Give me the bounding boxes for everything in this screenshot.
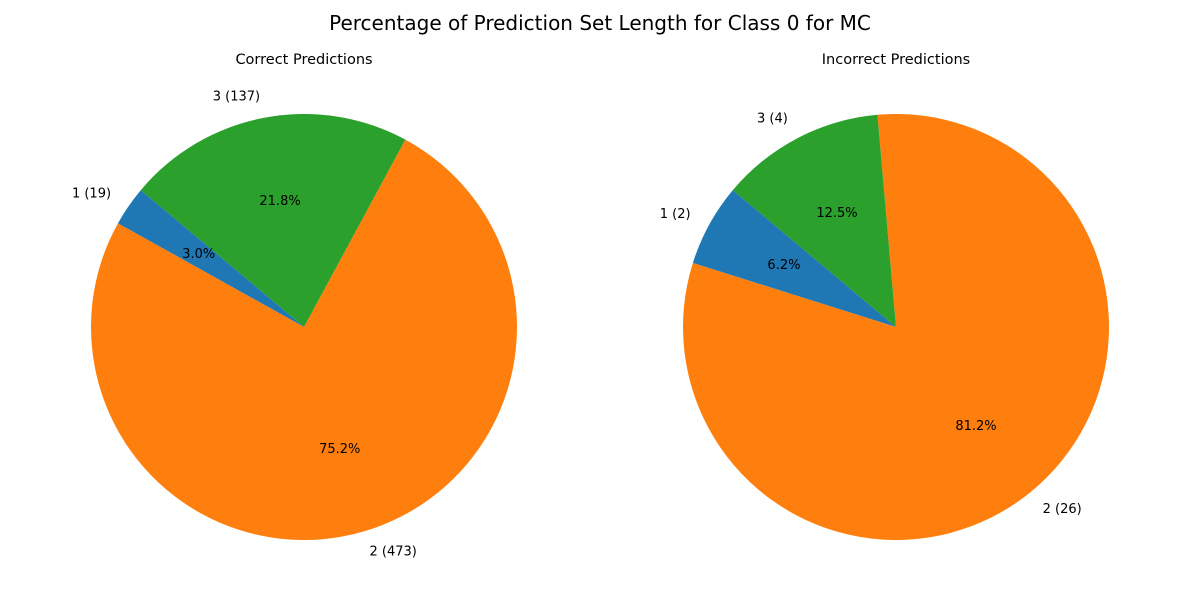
pie-slice-3 — [140, 113, 406, 327]
slice-label: 1 (2) — [660, 207, 691, 222]
pie-slice-2 — [683, 113, 1110, 540]
pie-labels: 1 (2) 6.2% 2 (26) 81.2% 3 (4) 12.5% — [660, 112, 1082, 518]
pie-chart-correct: Correct Predictions 1 (19) 3.0% 2 (473) 75.… — [72, 52, 517, 559]
slice-percent-label: 21.8% — [259, 194, 300, 209]
pie-slices — [683, 113, 1110, 540]
pie-slice-2 — [90, 139, 517, 540]
slice-percent-label: 3.0% — [182, 247, 215, 262]
slice-percent-label: 6.2% — [767, 258, 800, 273]
pie-chart-incorrect: Incorrect Predictions 1 (2) 6.2% 2 (26) 81.… — [660, 52, 1110, 540]
slice-label: 2 (473) — [369, 544, 416, 559]
pie-slice-3 — [732, 114, 896, 327]
slice-label: 3 (4) — [757, 112, 788, 127]
slice-percent-label: 81.2% — [955, 419, 996, 434]
slice-label: 2 (26) — [1043, 502, 1082, 517]
slice-percent-label: 75.2% — [319, 442, 360, 457]
pie-labels: 1 (19) 3.0% 2 (473) 75.2% 3 (137) 21.8% — [72, 89, 417, 559]
pie-title-incorrect: Incorrect Predictions — [822, 52, 970, 68]
figure-title: Percentage of Prediction Set Length for … — [329, 11, 871, 35]
slice-label: 3 (137) — [213, 89, 260, 104]
pie-slice-1 — [117, 190, 305, 327]
pie-slices — [90, 113, 517, 540]
pie-slice-1 — [692, 190, 896, 327]
slice-percent-label: 12.5% — [816, 206, 857, 221]
slice-label: 1 (19) — [72, 187, 111, 202]
pie-title-correct: Correct Predictions — [235, 52, 372, 68]
